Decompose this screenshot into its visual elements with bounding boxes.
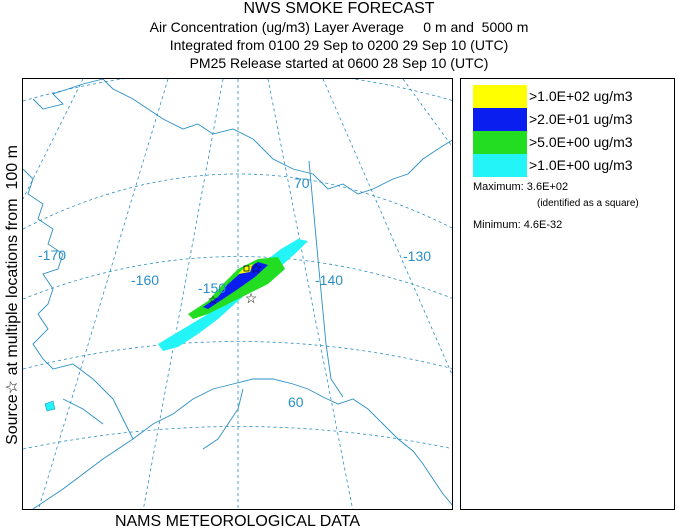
lon-label-150: -150 xyxy=(198,280,226,296)
footer-data-source: NAMS METEOROLOGICAL DATA xyxy=(114,513,361,530)
lat-label-70: 70 xyxy=(294,175,310,191)
border-line xyxy=(308,160,344,398)
lon-label-130: -130 xyxy=(403,248,431,264)
lat-line-65 xyxy=(23,256,452,300)
lat-line-75 xyxy=(23,79,452,102)
source-star-3: ☆ xyxy=(208,293,219,307)
source-star-2: ☆ xyxy=(245,290,258,306)
legend-label-1: >1.0E+02 ug/m3 xyxy=(529,88,633,104)
lat-label-60: 60 xyxy=(288,394,304,410)
smoke-map: ☆ ☆ ☆ -170 -160 -150 -140 -130 70 60 xyxy=(22,78,453,510)
release-info: PM25 Release started at 0600 28 Sep 10 (… xyxy=(189,55,489,71)
source-star-1: ☆ xyxy=(250,260,263,276)
smoke-plume: ☆ ☆ ☆ xyxy=(158,239,308,351)
lon-label-140: -140 xyxy=(315,272,343,288)
legend-panel: >1.0E+02 ug/m3 >2.0E+01 ug/m3 >5.0E+00 u… xyxy=(460,78,675,510)
lon-line-140 xyxy=(267,79,354,509)
integration-period: Integrated from 0100 29 Sep to 0200 29 S… xyxy=(169,37,509,53)
lon-line-130 xyxy=(322,79,452,376)
lat-line-70 xyxy=(23,173,452,230)
legend-swatch-blue xyxy=(473,108,527,131)
lon-line-170 xyxy=(38,79,169,509)
lon-label-170: -170 xyxy=(38,247,66,263)
coastline xyxy=(23,79,452,509)
legend-swatch-green xyxy=(473,131,527,154)
map-canvas: ☆ ☆ ☆ -170 -160 -150 -140 -130 70 60 xyxy=(23,79,452,509)
source-locations-label: Source☆ at multiple locations from 100 m xyxy=(4,145,21,445)
concentration-subtitle: Air Concentration (ug/m3) Layer Average … xyxy=(149,19,529,35)
forecast-title: NWS SMOKE FORECAST xyxy=(243,0,435,17)
lon-label-160: -160 xyxy=(131,272,159,288)
south-coast xyxy=(132,378,452,506)
lat-line-60 xyxy=(23,341,452,370)
arctic-coast xyxy=(32,79,452,195)
maximum-value: Maximum: 3.6E+02 xyxy=(473,181,569,193)
bristol-bay xyxy=(62,398,104,425)
minimum-value: Minimum: 4.6E-32 xyxy=(473,219,563,231)
lon-line-120 xyxy=(402,79,452,147)
legend-label-4: >1.0E+00 ug/m3 xyxy=(529,157,633,173)
legend-swatch-cyan xyxy=(473,154,527,177)
plume-level-3 xyxy=(203,262,268,309)
small-island xyxy=(44,400,56,412)
legend-swatch-yellow xyxy=(473,85,527,108)
legend-label-2: >2.0E+01 ug/m3 xyxy=(529,111,633,127)
west-coast xyxy=(23,168,134,509)
lon-line-180 xyxy=(23,79,84,200)
legend-label-3: >5.0E+00 ug/m3 xyxy=(529,134,633,150)
graticule xyxy=(23,79,452,509)
maximum-square xyxy=(243,265,250,272)
lon-line-160 xyxy=(142,79,224,509)
lat-line-55 xyxy=(23,426,452,450)
maximum-note: (identified as a square) xyxy=(537,198,639,209)
kenai-peninsula xyxy=(202,388,244,450)
